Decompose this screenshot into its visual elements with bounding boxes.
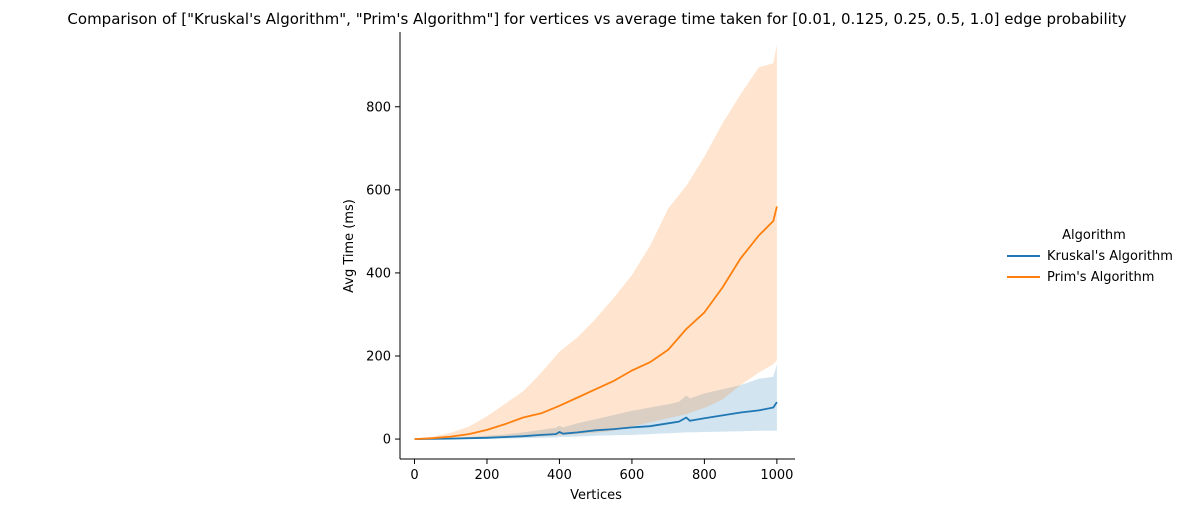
y-tick-label: 0	[383, 433, 391, 448]
axes: 0 200 400 600 800 1000 0 200 400 600 800	[366, 32, 795, 483]
x-tick-label: 600	[620, 468, 645, 483]
x-ticks: 0 200 400 600 800 1000	[410, 459, 793, 483]
x-tick-label: 0	[410, 468, 418, 483]
x-tick-label: 200	[475, 468, 500, 483]
legend: Algorithm Kruskal's Algorithm Prim's Alg…	[1007, 228, 1173, 285]
legend-label-kruskal: Kruskal's Algorithm	[1047, 249, 1173, 264]
y-tick-label: 400	[366, 266, 391, 281]
x-axis-label: Vertices	[570, 488, 622, 503]
confidence-band-0	[414, 364, 777, 440]
series-line-0	[414, 401, 778, 440]
y-axis-label: Avg Time (ms)	[342, 199, 357, 293]
legend-title: Algorithm	[1062, 228, 1126, 243]
y-tick-label: 200	[366, 349, 391, 364]
x-tick-label: 1000	[760, 468, 793, 483]
y-ticks: 0 200 400 600 800	[366, 100, 400, 448]
y-tick-label: 600	[366, 183, 391, 198]
series-lines	[414, 206, 778, 440]
chart-title: Comparison of ["Kruskal's Algorithm", "P…	[67, 10, 1126, 28]
legend-label-prim: Prim's Algorithm	[1047, 270, 1154, 285]
confidence-bands	[414, 44, 777, 440]
x-tick-label: 400	[547, 468, 572, 483]
plot-area	[414, 44, 778, 440]
x-tick-label: 800	[692, 468, 717, 483]
y-tick-label: 800	[366, 100, 391, 115]
series-line-1	[414, 206, 778, 440]
confidence-band-1	[414, 44, 777, 440]
